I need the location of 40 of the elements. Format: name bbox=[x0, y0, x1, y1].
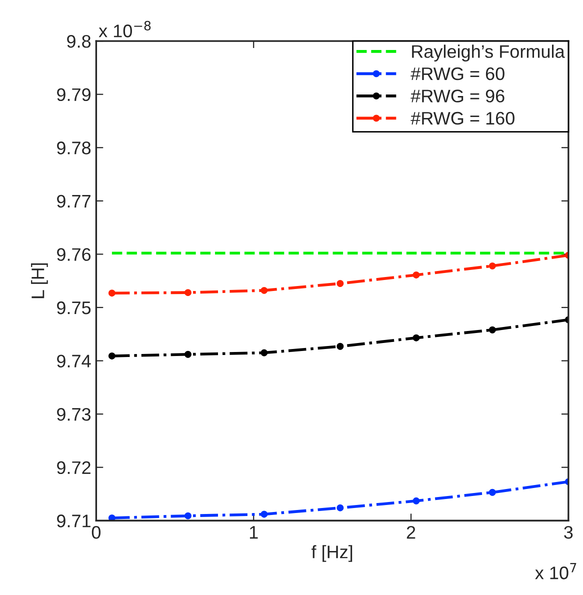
y-tick-label: 9.76 bbox=[57, 248, 91, 261]
point bbox=[336, 280, 344, 287]
point bbox=[412, 334, 420, 342]
y-tick-label: 9.73 bbox=[57, 408, 91, 421]
point bbox=[184, 512, 192, 520]
point bbox=[184, 350, 192, 358]
legend-label: #RWG = 60 bbox=[410, 67, 504, 80]
point bbox=[108, 290, 116, 297]
text: x 10$^{7}$ bbox=[535, 563, 576, 580]
legend-label: Rayleigh’s Formula bbox=[412, 44, 565, 62]
y-tick-label: 9.79 bbox=[57, 88, 90, 102]
x-axis-title: f [Hz] bbox=[312, 545, 352, 562]
x-tick-label: 0 bbox=[92, 526, 101, 539]
x-tick-label: 1 bbox=[250, 526, 258, 539]
point bbox=[336, 342, 344, 350]
y-axis-title: L [H] bbox=[31, 263, 48, 298]
point bbox=[488, 326, 496, 334]
y-tick-label: 9.78 bbox=[57, 142, 91, 154]
legend-label: #RWG = 160 bbox=[410, 112, 514, 125]
legend-label: #RWG = 96 bbox=[410, 90, 504, 102]
y-tick-label: 9.75 bbox=[57, 301, 91, 314]
y-tick-label: 9.8 bbox=[67, 34, 91, 48]
y-tick-label: 9.77 bbox=[57, 194, 90, 208]
y-tick-label: 9.74 bbox=[57, 354, 91, 368]
point bbox=[260, 286, 268, 294]
point bbox=[412, 497, 420, 504]
x-tick-label: 2 bbox=[406, 526, 416, 539]
point bbox=[412, 272, 420, 278]
y-tick-label: 9.72 bbox=[57, 461, 90, 474]
text: x 10$^{−8}$ bbox=[98, 20, 151, 38]
point bbox=[260, 510, 268, 518]
y-tick-label: 9.71 bbox=[57, 514, 90, 528]
x-tick-label: 3 bbox=[564, 526, 573, 539]
point bbox=[260, 349, 268, 356]
point bbox=[488, 262, 496, 270]
point bbox=[488, 488, 496, 496]
point bbox=[108, 514, 116, 521]
point bbox=[184, 289, 192, 296]
point bbox=[336, 504, 344, 512]
point bbox=[108, 352, 116, 360]
